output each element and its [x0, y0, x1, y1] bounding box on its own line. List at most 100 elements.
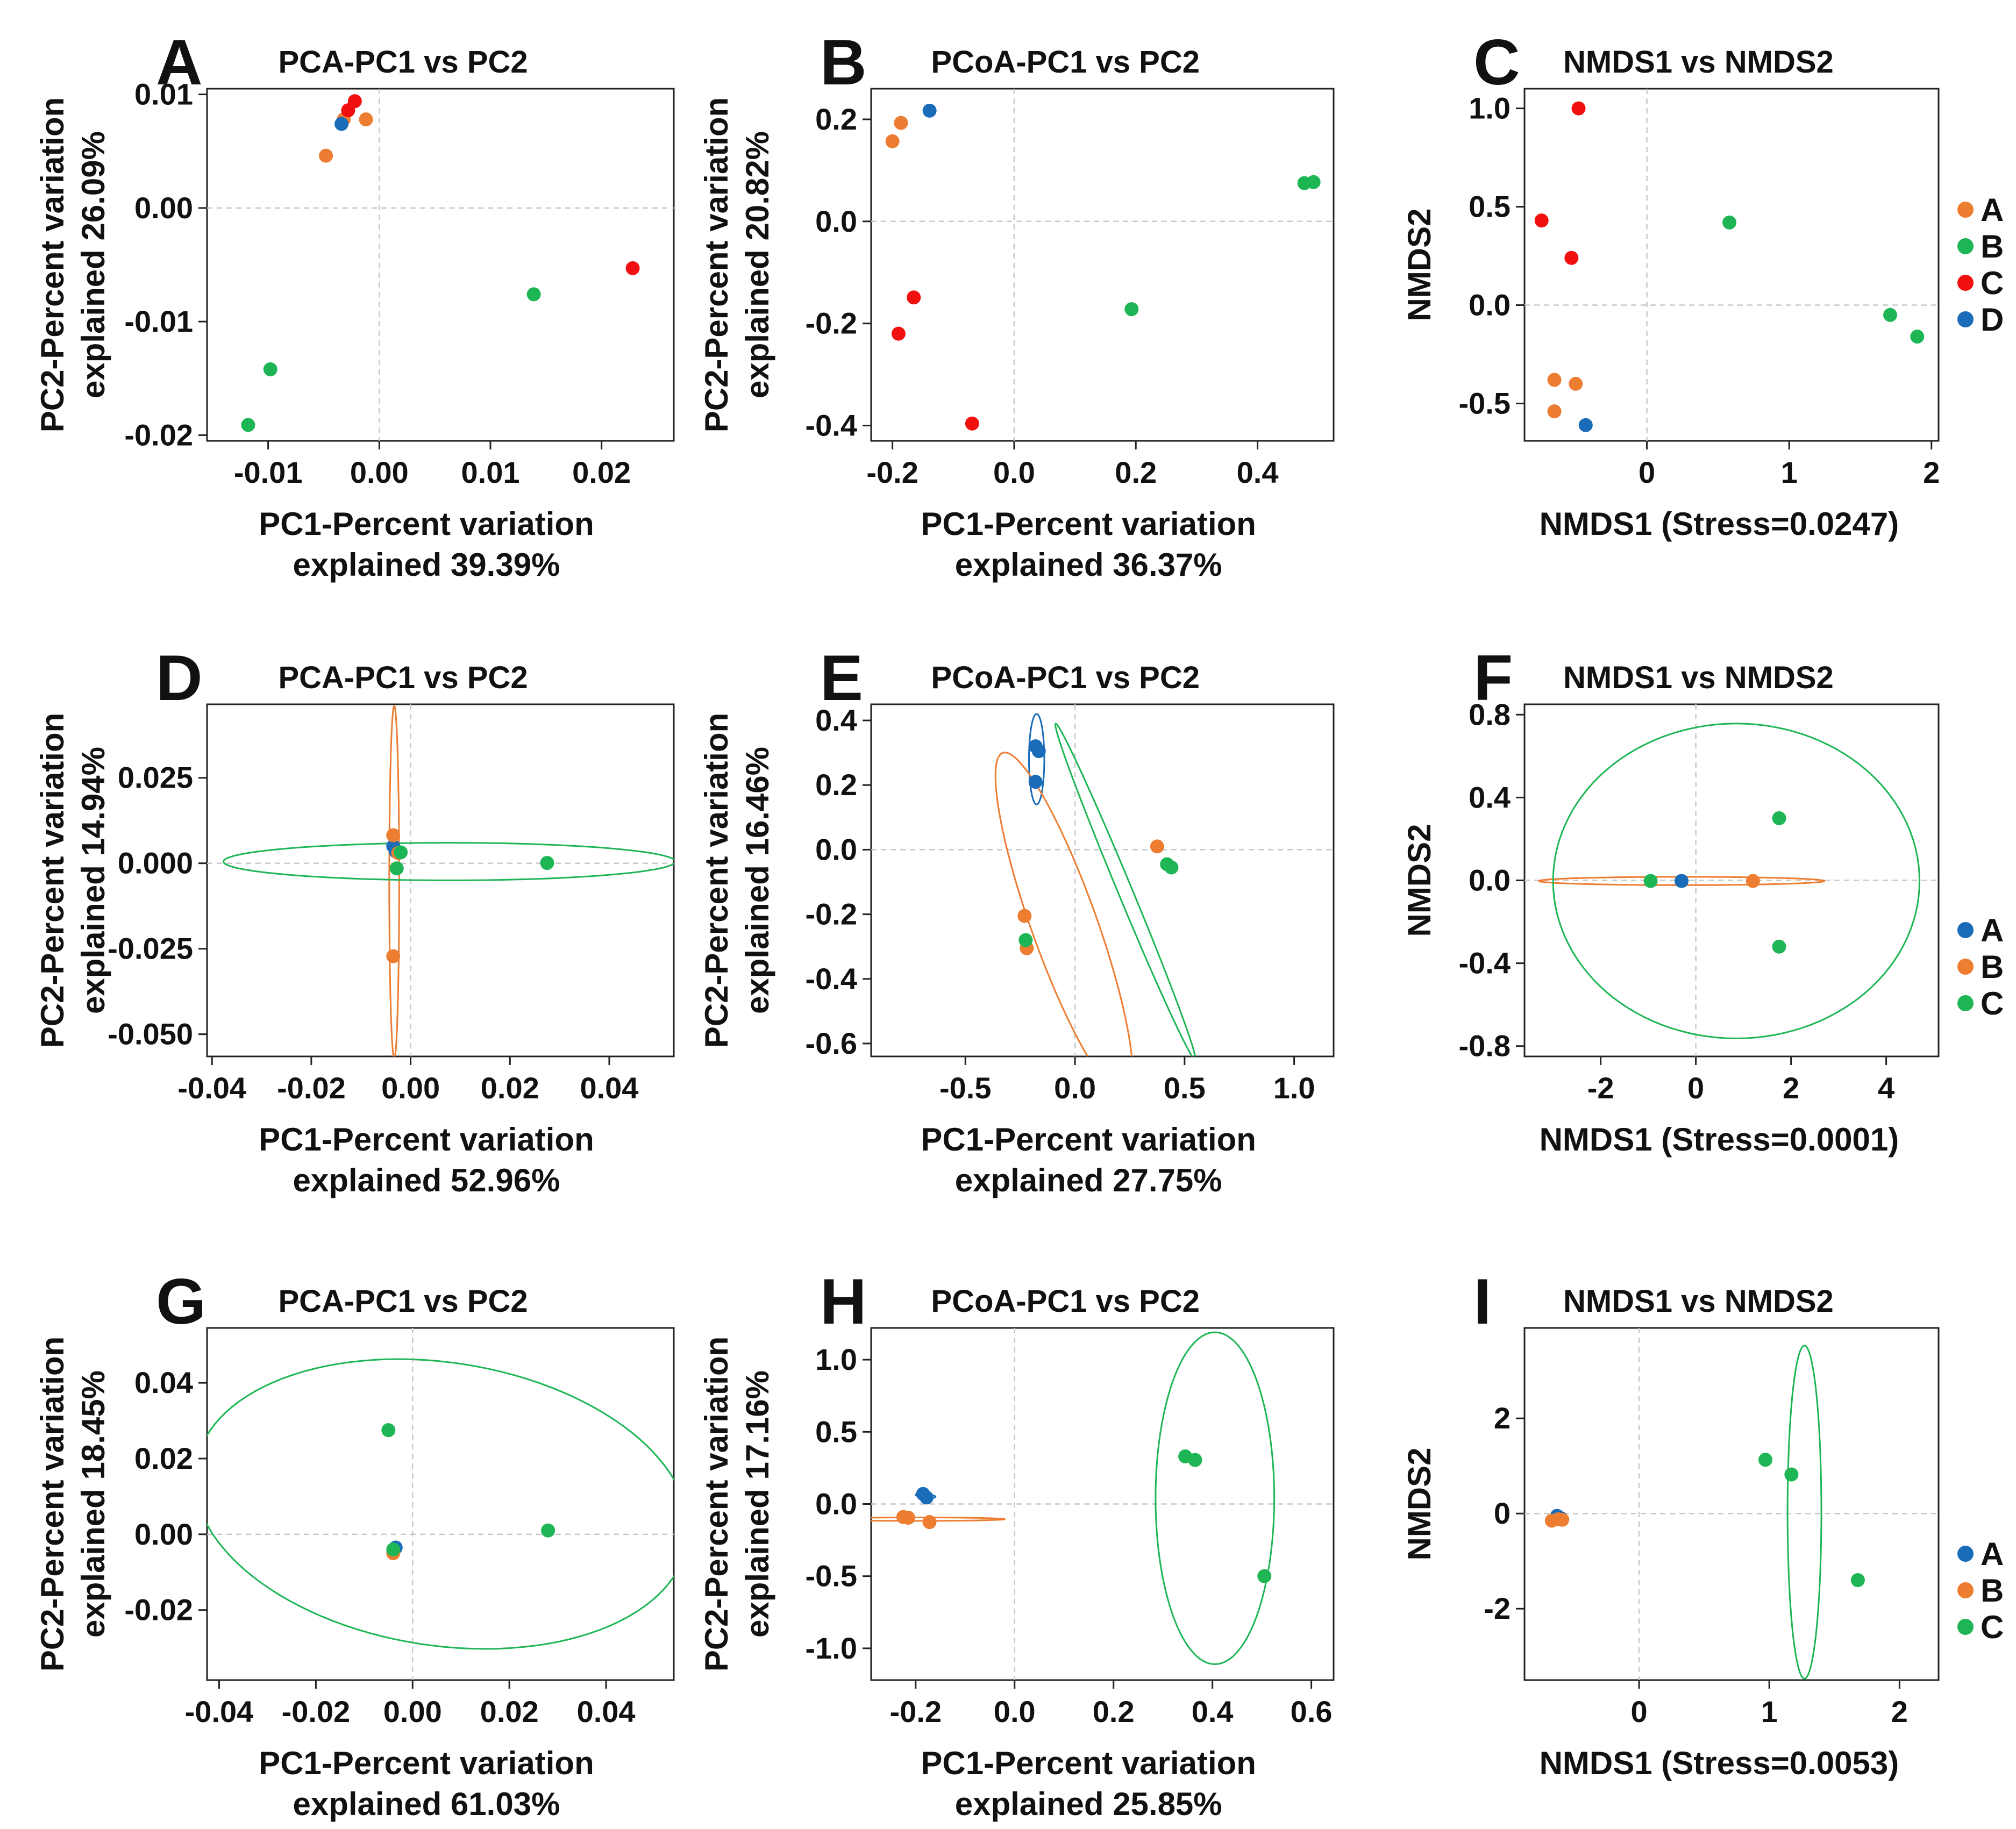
x-tick-label: 2 — [1923, 455, 1940, 489]
data-point-group-C — [1758, 1453, 1772, 1467]
y-axis-label: PC2-Percent variation explained 17.16% — [699, 1337, 775, 1672]
y-axis-label: PC2-Percent variation explained 14.94% — [34, 713, 111, 1048]
x-axis-label: explained 25.85% — [955, 1786, 1222, 1822]
x-tick-label: 0.0 — [993, 455, 1035, 489]
data-point-group-C — [1850, 1573, 1865, 1588]
legend-marker — [1957, 995, 1974, 1011]
data-point-group-B — [1555, 1512, 1570, 1527]
x-tick-label: 0.00 — [383, 1695, 442, 1728]
legend-label: C — [1981, 265, 2004, 301]
y-tick-label: 0.000 — [118, 846, 193, 880]
data-point-group-A — [920, 1490, 934, 1505]
y-tick-label: -0.4 — [806, 409, 858, 442]
data-point-group-A — [1547, 373, 1562, 387]
data-point-group-A — [1031, 744, 1046, 759]
plot-title: NMDS1 vs NMDS2 — [1563, 660, 1834, 695]
plot-title: PCoA-PC1 vs PC2 — [931, 1284, 1200, 1319]
y-tick-label: 0.5 — [1469, 190, 1511, 224]
panel-G: -0.04 -0.02 0.00 0.02 0.04 -0.02 0.00 0.02 0.04 P… — [34, 1266, 675, 1822]
x-axis-label: explained 39.39% — [293, 547, 560, 583]
y-tick-label: -0.2 — [806, 306, 858, 340]
data-point-group-C — [1571, 101, 1586, 116]
y-axis-label-line: PC2-Percent variation — [34, 97, 70, 433]
x-axis-label: NMDS1 (Stress=0.0053) — [1540, 1745, 1899, 1781]
panel-D: -0.04 -0.02 0.00 0.02 0.04 -0.050 -0.025 0.000 0… — [34, 642, 675, 1198]
x-tick-label: -0.2 — [866, 455, 918, 489]
panel-I: 0 1 2 -2 0 2 NMDS1 vs NMDS2 I NMDS1 (Stress=0.00… — [1401, 1266, 2004, 1781]
x-tick-label: 0.02 — [480, 1695, 539, 1728]
legend-marker — [1957, 959, 1974, 975]
plot-title: PCoA-PC1 vs PC2 — [931, 45, 1200, 80]
y-axis-label: PC2-Percent variation explained 16.46% — [699, 713, 775, 1048]
legend-marker — [1957, 275, 1974, 291]
data-point-group-C — [1257, 1569, 1272, 1583]
data-point-group-A — [894, 116, 908, 130]
y-axis-label-line: PC2-Percent variation — [34, 713, 70, 1048]
legend-label: B — [1981, 1573, 2004, 1609]
data-point-group-C — [965, 416, 979, 431]
x-tick-label: 0.2 — [1115, 455, 1157, 489]
x-axis-label: NMDS1 (Stress=0.0001) — [1540, 1121, 1899, 1158]
x-axis-label: PC1-Percent variation — [259, 1745, 594, 1781]
data-point-group-C — [1564, 251, 1579, 265]
data-point-group-C — [1643, 874, 1658, 888]
plot-title: PCoA-PC1 vs PC2 — [931, 660, 1200, 695]
y-axis-label: PC2-Percent variation explained 26.09% — [34, 97, 111, 433]
data-point-group-C — [389, 861, 404, 876]
y-tick-label: -0.4 — [1459, 946, 1511, 980]
data-point-group-C — [625, 261, 640, 275]
y-tick-label: -2 — [1484, 1591, 1511, 1625]
legend-marker — [1957, 311, 1974, 327]
data-point-group-C — [1164, 860, 1179, 875]
panel-letter: D — [156, 642, 203, 714]
data-point-group-C — [1772, 811, 1786, 825]
data-point-group-B — [901, 1511, 915, 1525]
y-axis-label-line: PC2-Percent variation — [699, 97, 735, 433]
y-axis-label: NMDS2 — [1401, 1447, 1437, 1560]
point-layer — [1544, 1453, 1865, 1588]
legend-label: D — [1981, 302, 2004, 338]
x-tick-label: 0 — [1631, 1695, 1648, 1728]
x-axis-label: explained 61.03% — [293, 1786, 560, 1822]
y-tick-label: 0.01 — [134, 77, 193, 111]
data-point-group-D — [1578, 418, 1593, 432]
data-point-group-C — [394, 845, 408, 860]
plot-frame — [1523, 88, 1940, 442]
y-tick-label: 0.025 — [118, 761, 193, 795]
data-point-group-C — [347, 94, 362, 109]
plot-frame — [206, 1327, 675, 1681]
y-axis-label-line: explained 26.09% — [75, 131, 111, 398]
panel-letter: C — [1473, 26, 1520, 98]
y-axis-label-line: explained 18.45% — [75, 1370, 111, 1638]
x-tick-label: 0 — [1687, 1071, 1704, 1105]
y-tick-label: 0.2 — [815, 768, 857, 802]
plot-title: NMDS1 vs NMDS2 — [1563, 1284, 1834, 1319]
data-point-group-B — [1746, 874, 1760, 888]
x-tick-label: 0.04 — [577, 1695, 636, 1728]
data-point-group-B — [386, 828, 401, 842]
x-tick-label: 0.0 — [994, 1695, 1036, 1728]
legend-marker — [1957, 1619, 1974, 1635]
y-tick-label: 0.0 — [815, 832, 857, 866]
data-point-group-A — [885, 134, 900, 148]
data-point-group-A — [1028, 775, 1043, 789]
y-axis-label: NMDS2 — [1401, 208, 1437, 321]
confidence-ellipse — [1055, 723, 1196, 1056]
confidence-ellipse — [1028, 713, 1045, 805]
x-tick-label: 1.0 — [1273, 1071, 1315, 1105]
x-axis-label: explained 27.75% — [955, 1162, 1222, 1198]
data-point-group-A — [1675, 874, 1689, 888]
plot-title: PCA-PC1 vs PC2 — [278, 1284, 528, 1319]
y-axis-label-line: PC2-Percent variation — [699, 713, 735, 1048]
y-axis-label-line: explained 16.46% — [739, 747, 775, 1014]
confidence-ellipse — [994, 752, 1133, 1056]
y-axis-label-line: NMDS2 — [1401, 824, 1437, 937]
y-tick-label: -0.6 — [806, 1026, 858, 1060]
panel-letter: G — [156, 1266, 206, 1338]
x-tick-label: -0.04 — [185, 1695, 254, 1728]
x-tick-label: 0 — [1639, 455, 1655, 489]
y-tick-label: -0.2 — [806, 897, 858, 931]
data-point-group-B — [263, 362, 277, 376]
